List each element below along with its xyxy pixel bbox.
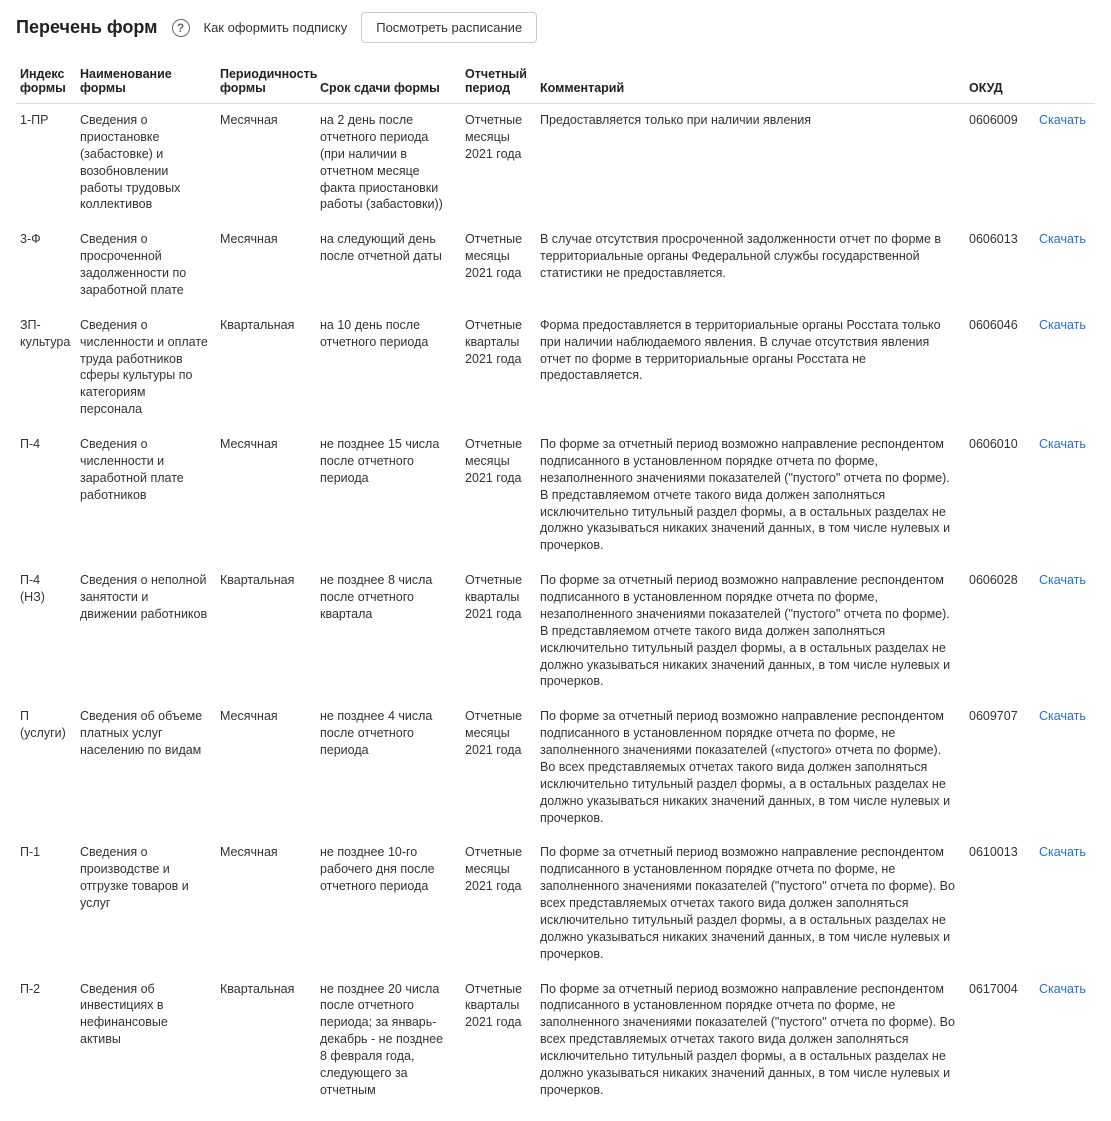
- cell-okud: 0606028: [965, 564, 1035, 700]
- cell-deadline: не позднее 20 числа после отчетного пери…: [316, 973, 461, 1109]
- cell-name: Сведения о просроченной задолженности по…: [76, 223, 216, 309]
- col-header-report-period: Отчетный период: [461, 61, 536, 104]
- cell-index: П-1: [16, 836, 76, 972]
- cell-comment: По форме за отчетный период возможно нап…: [536, 973, 965, 1109]
- cell-periodicity: Квартальная: [216, 564, 316, 700]
- cell-okud: 0606013: [965, 223, 1035, 309]
- cell-periodicity: Квартальная: [216, 973, 316, 1109]
- col-header-index: Индекс формы: [16, 61, 76, 104]
- table-body: 1-ПРСведения о приостановке (забастовке)…: [16, 104, 1095, 1109]
- cell-name: Сведения о численности и оплате труда ра…: [76, 309, 216, 428]
- cell-comment: Предоставляется только при наличии явлен…: [536, 104, 965, 224]
- cell-index: П (услуги): [16, 700, 76, 836]
- cell-index: П-2: [16, 973, 76, 1109]
- download-link[interactable]: Скачать: [1039, 845, 1086, 859]
- cell-report-period: Отчетные месяцы 2021 года: [461, 700, 536, 836]
- cell-index: П-4: [16, 428, 76, 564]
- table-row: П (услуги)Сведения об объеме платных усл…: [16, 700, 1095, 836]
- help-icon[interactable]: ?: [172, 19, 190, 37]
- cell-periodicity: Месячная: [216, 700, 316, 836]
- page-title: Перечень форм: [16, 17, 158, 38]
- cell-action: Скачать: [1035, 973, 1095, 1109]
- cell-index: ЗП-культура: [16, 309, 76, 428]
- download-link[interactable]: Скачать: [1039, 982, 1086, 996]
- cell-action: Скачать: [1035, 223, 1095, 309]
- cell-comment: По форме за отчетный период возможно нап…: [536, 564, 965, 700]
- table-row: П-4 (НЗ)Сведения о неполной занятости и …: [16, 564, 1095, 700]
- cell-report-period: Отчетные кварталы 2021 года: [461, 564, 536, 700]
- download-link[interactable]: Скачать: [1039, 113, 1086, 127]
- cell-okud: 0617004: [965, 973, 1035, 1109]
- table-row: 1-ПРСведения о приостановке (забастовке)…: [16, 104, 1095, 224]
- cell-name: Сведения о производстве и отгрузке товар…: [76, 836, 216, 972]
- col-header-periodicity: Периодичность формы: [216, 61, 316, 104]
- cell-report-period: Отчетные кварталы 2021 года: [461, 309, 536, 428]
- cell-index: П-4 (НЗ): [16, 564, 76, 700]
- cell-okud: 0606046: [965, 309, 1035, 428]
- cell-comment: По форме за отчетный период возможно нап…: [536, 700, 965, 836]
- col-header-okud: ОКУД: [965, 61, 1035, 104]
- cell-report-period: Отчетные кварталы 2021 года: [461, 973, 536, 1109]
- cell-comment: По форме за отчетный период возможно нап…: [536, 836, 965, 972]
- cell-deadline: на 2 день после отчетного периода (при н…: [316, 104, 461, 224]
- page-header: Перечень форм ? Как оформить подписку По…: [16, 12, 1095, 43]
- download-link[interactable]: Скачать: [1039, 709, 1086, 723]
- cell-name: Сведения об инвестициях в нефинансовые а…: [76, 973, 216, 1109]
- cell-periodicity: Месячная: [216, 836, 316, 972]
- cell-name: Сведения о неполной занятости и движении…: [76, 564, 216, 700]
- cell-index: 3-Ф: [16, 223, 76, 309]
- table-header: Индекс формы Наименование формы Периодич…: [16, 61, 1095, 104]
- cell-report-period: Отчетные месяцы 2021 года: [461, 223, 536, 309]
- download-link[interactable]: Скачать: [1039, 573, 1086, 587]
- cell-name: Сведения об объеме платных услуг населен…: [76, 700, 216, 836]
- cell-report-period: Отчетные месяцы 2021 года: [461, 104, 536, 224]
- cell-action: Скачать: [1035, 104, 1095, 224]
- cell-okud: 0606009: [965, 104, 1035, 224]
- download-link[interactable]: Скачать: [1039, 318, 1086, 332]
- cell-deadline: не позднее 10-го рабочего дня после отче…: [316, 836, 461, 972]
- col-header-comment: Комментарий: [536, 61, 965, 104]
- table-row: ЗП-культураСведения о численности и опла…: [16, 309, 1095, 428]
- cell-name: Сведения о численности и заработной плат…: [76, 428, 216, 564]
- cell-index: 1-ПР: [16, 104, 76, 224]
- cell-periodicity: Месячная: [216, 223, 316, 309]
- cell-action: Скачать: [1035, 428, 1095, 564]
- view-schedule-button[interactable]: Посмотреть расписание: [361, 12, 537, 43]
- cell-report-period: Отчетные месяцы 2021 года: [461, 428, 536, 564]
- cell-name: Сведения о приостановке (забастовке) и в…: [76, 104, 216, 224]
- cell-periodicity: Месячная: [216, 104, 316, 224]
- cell-action: Скачать: [1035, 836, 1095, 972]
- cell-deadline: не позднее 4 числа после отчетного перио…: [316, 700, 461, 836]
- cell-deadline: не позднее 15 числа после отчетного пери…: [316, 428, 461, 564]
- cell-action: Скачать: [1035, 309, 1095, 428]
- cell-okud: 0610013: [965, 836, 1035, 972]
- cell-comment: В случае отсутствия просроченной задолже…: [536, 223, 965, 309]
- table-row: П-2Сведения об инвестициях в нефинансовы…: [16, 973, 1095, 1109]
- help-link[interactable]: Как оформить подписку: [204, 20, 348, 35]
- cell-comment: По форме за отчетный период возможно нап…: [536, 428, 965, 564]
- table-row: П-4Сведения о численности и заработной п…: [16, 428, 1095, 564]
- table-row: П-1Сведения о производстве и отгрузке то…: [16, 836, 1095, 972]
- cell-deadline: не позднее 8 числа после отчетного кварт…: [316, 564, 461, 700]
- col-header-deadline: Срок сдачи формы: [316, 61, 461, 104]
- cell-deadline: на 10 день после отчетного периода: [316, 309, 461, 428]
- cell-periodicity: Квартальная: [216, 309, 316, 428]
- download-link[interactable]: Скачать: [1039, 232, 1086, 246]
- cell-okud: 0609707: [965, 700, 1035, 836]
- cell-okud: 0606010: [965, 428, 1035, 564]
- cell-action: Скачать: [1035, 700, 1095, 836]
- table-row: 3-ФСведения о просроченной задолженности…: [16, 223, 1095, 309]
- download-link[interactable]: Скачать: [1039, 437, 1086, 451]
- cell-report-period: Отчетные месяцы 2021 года: [461, 836, 536, 972]
- cell-action: Скачать: [1035, 564, 1095, 700]
- col-header-name: Наименование формы: [76, 61, 216, 104]
- cell-comment: Форма предоставляется в территориальные …: [536, 309, 965, 428]
- cell-deadline: на следующий день после отчетной даты: [316, 223, 461, 309]
- forms-table: Индекс формы Наименование формы Периодич…: [16, 61, 1095, 1109]
- col-header-action: [1035, 61, 1095, 104]
- cell-periodicity: Месячная: [216, 428, 316, 564]
